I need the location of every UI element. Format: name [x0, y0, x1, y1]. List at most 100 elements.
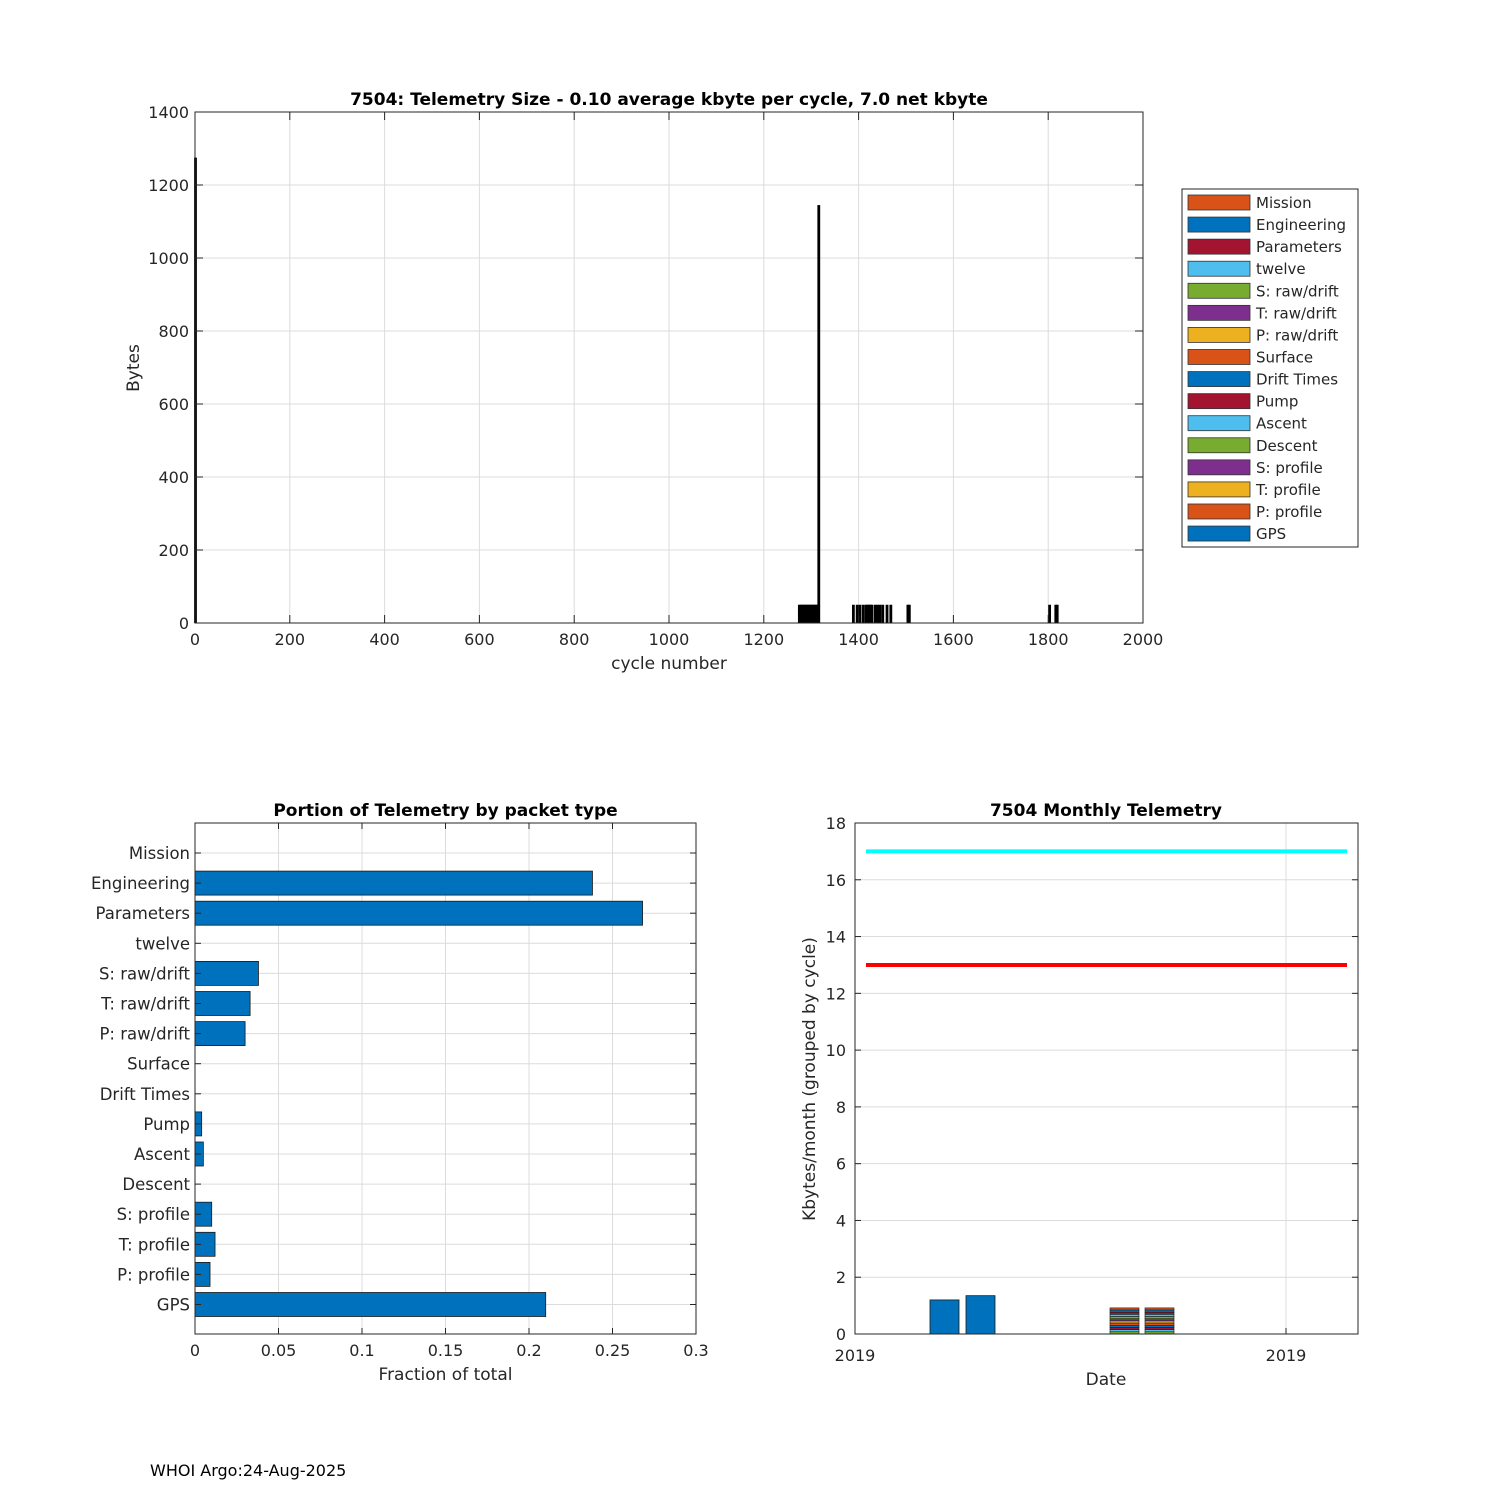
y-axis-label: Bytes	[124, 344, 144, 392]
bar-segment	[1109, 1329, 1140, 1333]
bar-segment	[1144, 1320, 1175, 1324]
data-bar	[813, 604, 817, 623]
data-bar	[812, 604, 815, 623]
data-bar	[1048, 604, 1052, 623]
data-bar	[876, 604, 879, 623]
category-label: Descent	[122, 1175, 190, 1194]
category-label: Drift Times	[100, 1085, 190, 1104]
category-label: GPS	[157, 1296, 190, 1315]
x-tick-label: 2019	[835, 1346, 876, 1365]
y-tick-label: 6	[836, 1155, 846, 1174]
y-tick-label: 16	[826, 871, 846, 890]
legend-swatch	[1187, 393, 1251, 410]
data-bar	[873, 604, 877, 623]
data-bar	[807, 604, 811, 623]
x-axis-label: Date	[1086, 1370, 1127, 1390]
footer-stamp: WHOI Argo:24-Aug-2025	[150, 1461, 347, 1480]
bar-segment	[1109, 1307, 1140, 1311]
legend-label: Mission	[1256, 194, 1312, 212]
bar-segment	[1109, 1320, 1140, 1324]
bar-segment	[1144, 1314, 1175, 1317]
category-label: S: raw/drift	[99, 964, 191, 983]
bar-segment	[1144, 1316, 1175, 1320]
legend-label: Descent	[1256, 437, 1318, 455]
x-tick-label: 0.2	[516, 1341, 541, 1360]
y-axis-label: Kbytes/month (grouped by cycle)	[800, 937, 820, 1221]
x-tick-label: 200	[275, 630, 306, 649]
y-tick-label: 1200	[148, 176, 189, 195]
bar-segment	[1144, 1309, 1175, 1313]
legend-swatch	[1187, 216, 1251, 233]
bar-segment	[1144, 1318, 1175, 1322]
data-bar	[867, 604, 871, 623]
legend-label: T: profile	[1255, 481, 1321, 499]
data-bar	[885, 604, 889, 623]
legend-swatch	[1187, 260, 1251, 277]
bar-segment	[1109, 1311, 1140, 1315]
y-tick-label: 200	[158, 541, 189, 560]
category-label: P: raw/drift	[99, 1025, 190, 1044]
category-label: T: profile	[118, 1235, 190, 1254]
x-tick-label: 0.1	[349, 1341, 374, 1360]
legend-swatch	[1187, 282, 1251, 299]
data-bar	[870, 604, 874, 623]
y-tick-label: 600	[158, 395, 189, 414]
legend-label: Surface	[1256, 348, 1313, 366]
category-label: T: raw/drift	[100, 995, 190, 1014]
data-bar	[906, 604, 910, 623]
chart-title: Portion of Telemetry by packet type	[273, 801, 617, 821]
data-bar	[194, 900, 643, 926]
x-tick-label: 2000	[1123, 630, 1164, 649]
x-tick-label: 1200	[743, 630, 784, 649]
x-axis-label: cycle number	[611, 654, 727, 674]
legend-label: Engineering	[1256, 216, 1346, 234]
legend-swatch	[1187, 327, 1251, 343]
bar-segment	[1109, 1316, 1140, 1320]
x-tick-label: 1800	[1028, 630, 1069, 649]
category-label: Pump	[143, 1115, 190, 1134]
category-label: P: profile	[117, 1265, 190, 1284]
data-bar	[878, 604, 882, 623]
data-bar	[194, 1021, 246, 1046]
legend-swatch	[1187, 525, 1251, 542]
x-tick-label: 600	[464, 630, 495, 649]
bar-segment	[1109, 1327, 1140, 1330]
x-tick-label: 0.25	[595, 1341, 631, 1360]
data-bar	[1054, 604, 1058, 623]
data-bar	[861, 604, 865, 623]
legend-swatch	[1187, 415, 1251, 432]
data-bar	[889, 604, 893, 623]
category-label: S: profile	[117, 1205, 190, 1224]
legend-label: twelve	[1256, 260, 1306, 278]
data-bar	[194, 961, 259, 986]
data-bar	[194, 870, 593, 896]
data-bar	[929, 1299, 960, 1335]
legend-label: Ascent	[1256, 415, 1307, 433]
bar-segment	[1144, 1329, 1175, 1333]
data-bar	[806, 604, 810, 623]
legend-swatch	[1187, 304, 1251, 321]
x-tick-label: 800	[559, 630, 590, 649]
data-bar-stacked	[1144, 1307, 1175, 1335]
y-tick-label: 1000	[148, 249, 189, 268]
category-label: twelve	[135, 934, 190, 953]
y-tick-label: 800	[158, 322, 189, 341]
chart-title: 7504: Telemetry Size - 0.10 average kbyt…	[350, 90, 988, 110]
data-bar	[805, 604, 808, 623]
data-bar	[817, 205, 821, 623]
bar-segment	[1109, 1324, 1140, 1328]
legend-swatch	[1187, 459, 1251, 476]
data-bar	[802, 604, 806, 623]
data-bar-stacked	[1109, 1307, 1140, 1335]
y-tick-label: 0	[836, 1325, 846, 1344]
data-bar	[810, 604, 814, 623]
data-bar	[866, 604, 870, 623]
x-tick-label: 1000	[649, 630, 690, 649]
y-tick-label: 0	[179, 614, 189, 633]
data-bar	[907, 604, 911, 623]
bar-segment	[1144, 1307, 1175, 1311]
legend-swatch	[1187, 194, 1251, 211]
data-bar	[800, 604, 804, 623]
data-bar	[815, 604, 818, 623]
